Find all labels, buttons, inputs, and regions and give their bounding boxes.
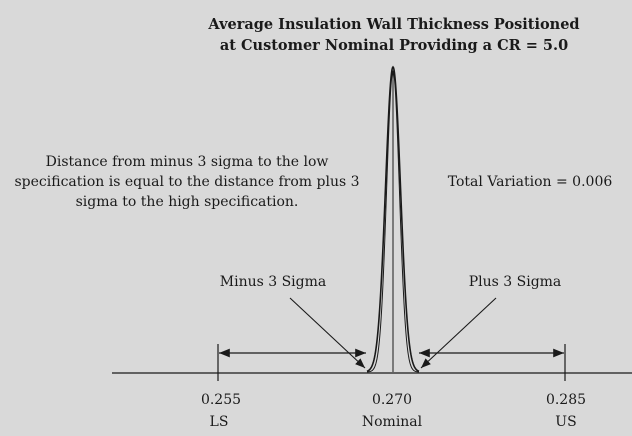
plus-3-sigma-label: Plus 3 Sigma — [469, 274, 562, 290]
title-line-2: at Customer Nominal Providing a CR = 5.0 — [220, 37, 568, 54]
note-line-2: specification is equal to the distance f… — [14, 174, 359, 190]
minus-3-sigma-label: Minus 3 Sigma — [220, 274, 327, 290]
tick-label-nominal: Nominal — [362, 414, 423, 430]
minus-3-sigma-pointer — [289, 297, 366, 369]
note-line-1: Distance from minus 3 sigma to the low — [46, 154, 329, 170]
tick-label-us: US — [555, 414, 576, 430]
distribution-curve — [366, 65, 420, 372]
tick-value-ls: 0.255 — [201, 392, 241, 408]
tick-label-ls: LS — [210, 414, 229, 430]
tick-value-nominal: 0.270 — [372, 392, 412, 408]
note-line-3: sigma to the high specification. — [76, 194, 299, 210]
title-line-1: Average Insulation Wall Thickness Positi… — [207, 16, 579, 33]
tick-value-us: 0.285 — [546, 392, 586, 408]
plus-3-sigma-pointer — [420, 297, 497, 369]
distribution-curve-inner — [366, 69, 420, 373]
total-variation-label: Total Variation = 0.006 — [448, 174, 613, 190]
